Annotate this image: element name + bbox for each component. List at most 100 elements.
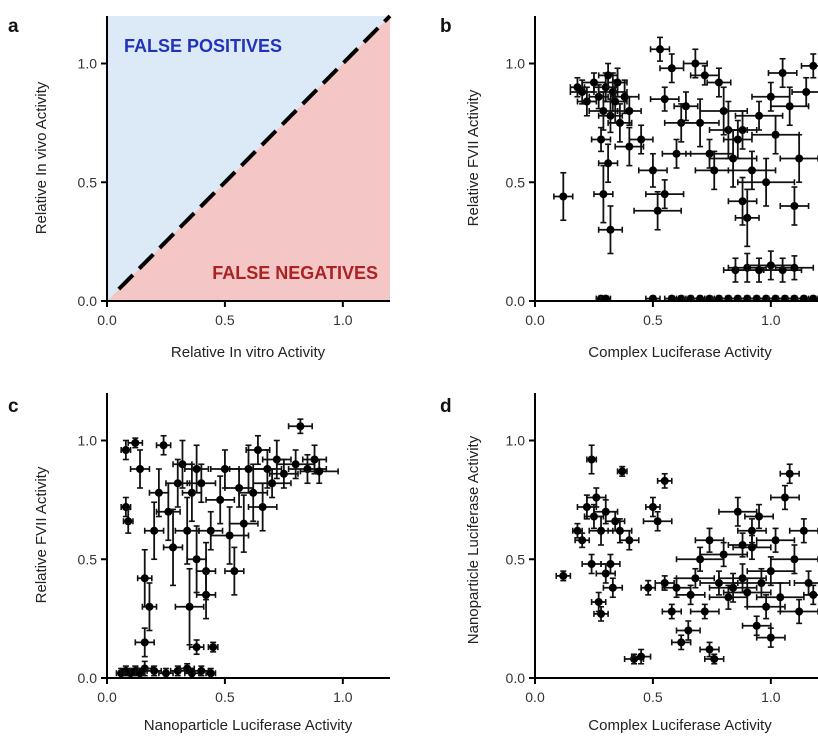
scatter-marker bbox=[738, 197, 747, 206]
data-point bbox=[675, 584, 706, 606]
data-point bbox=[708, 129, 758, 188]
data-point bbox=[699, 541, 749, 568]
data-point bbox=[642, 510, 673, 532]
data-point bbox=[685, 138, 734, 169]
scatter-marker bbox=[686, 590, 695, 599]
x-tick-label: 1.0 bbox=[333, 689, 353, 705]
scatter-marker bbox=[615, 526, 624, 535]
false-positives-label: FALSE POSITIVES bbox=[124, 36, 282, 56]
scatter-marker bbox=[140, 638, 149, 647]
scatter-marker bbox=[559, 571, 568, 580]
scatter-marker bbox=[161, 669, 170, 678]
data-point bbox=[195, 570, 217, 620]
scatter-marker bbox=[738, 126, 747, 134]
scatter-marker bbox=[173, 479, 182, 488]
data-point bbox=[630, 648, 652, 665]
scatter-marker bbox=[738, 541, 747, 549]
panel-a-x-axis-label: Relative In vitro Activity bbox=[171, 344, 326, 361]
scatter-marker bbox=[599, 107, 608, 115]
scatter-marker bbox=[700, 607, 709, 616]
scatter-marker bbox=[249, 488, 258, 497]
scatter-marker bbox=[597, 526, 606, 535]
data-point bbox=[645, 496, 661, 518]
scatter-marker bbox=[766, 567, 775, 576]
scatter-marker bbox=[582, 503, 591, 511]
data-point bbox=[581, 553, 602, 575]
scatter-marker bbox=[696, 294, 705, 301]
scatter-marker bbox=[601, 569, 610, 578]
scatter-marker bbox=[691, 574, 700, 583]
scatter-marker bbox=[729, 583, 738, 592]
data-point bbox=[741, 615, 772, 637]
scatter-marker bbox=[672, 149, 681, 158]
data-point bbox=[120, 496, 132, 518]
data-point bbox=[682, 48, 708, 79]
panel-label-a: a bbox=[8, 16, 19, 37]
y-tick-label: 0.5 bbox=[506, 551, 526, 567]
data-point bbox=[675, 620, 701, 641]
scatter-marker bbox=[790, 202, 799, 210]
scatter-marker bbox=[771, 536, 780, 545]
scatter-marker bbox=[799, 294, 808, 301]
y-tick-label: 0.0 bbox=[506, 670, 526, 686]
data-point bbox=[718, 496, 758, 527]
data-point bbox=[737, 157, 796, 207]
data-point bbox=[788, 518, 818, 544]
data-point bbox=[755, 527, 796, 553]
data-point bbox=[779, 463, 800, 485]
scatter-marker bbox=[700, 71, 709, 80]
data-point bbox=[165, 458, 191, 508]
data-point bbox=[703, 653, 725, 665]
scatter-marker bbox=[216, 495, 225, 504]
x-tick-label: 1.0 bbox=[333, 312, 353, 328]
scatter-marker bbox=[776, 593, 785, 602]
data-point bbox=[656, 472, 673, 489]
scatter-marker bbox=[625, 536, 634, 545]
data-point bbox=[609, 79, 640, 115]
data-point bbox=[744, 503, 774, 530]
data-point bbox=[718, 563, 767, 594]
x-tick-label: 0.5 bbox=[215, 689, 235, 705]
scatter-marker bbox=[790, 555, 799, 564]
scatter-marker bbox=[601, 507, 610, 516]
scatter-marker bbox=[802, 88, 811, 96]
data-point bbox=[574, 532, 591, 549]
y-tick-label: 0.0 bbox=[506, 293, 526, 309]
data-point bbox=[727, 532, 758, 558]
data-point bbox=[708, 584, 749, 610]
scatter-marker bbox=[637, 652, 646, 661]
data-point bbox=[680, 98, 720, 148]
data-point bbox=[661, 603, 683, 620]
scatter-marker bbox=[637, 135, 646, 144]
data-point bbox=[228, 494, 259, 553]
data-point bbox=[593, 164, 614, 224]
data-point bbox=[193, 665, 210, 677]
scatter-marker bbox=[187, 488, 196, 497]
scatter-marker bbox=[594, 92, 603, 101]
data-point bbox=[616, 465, 628, 477]
data-point bbox=[800, 53, 818, 79]
data-point bbox=[184, 444, 210, 494]
scatter-marker bbox=[762, 602, 771, 611]
x-tick-label: 0.0 bbox=[97, 689, 117, 705]
data-point bbox=[774, 255, 815, 281]
scatter-marker bbox=[648, 166, 657, 175]
y-tick-label: 1.0 bbox=[506, 56, 526, 72]
scatter-marker bbox=[169, 543, 178, 552]
data-point bbox=[571, 522, 583, 539]
data-point bbox=[791, 76, 818, 108]
panel-b-chart: 0.0 0.5 1.0 0.0 0.5 1.0 Complex Luciferase Ac… bbox=[465, 16, 818, 361]
scatter-marker bbox=[268, 479, 277, 488]
scatter-marker bbox=[197, 666, 206, 675]
scatter-marker bbox=[258, 503, 267, 511]
scatter-marker bbox=[310, 455, 319, 464]
data-point bbox=[586, 444, 598, 475]
data-point bbox=[287, 418, 313, 435]
scatter-marker bbox=[681, 102, 690, 111]
scatter-marker bbox=[780, 493, 789, 502]
scatter-marker bbox=[618, 467, 627, 476]
data-point bbox=[661, 138, 692, 169]
scatter-marker bbox=[154, 488, 163, 497]
panel-b-y-axis-label: Relative FVII Activity bbox=[465, 89, 482, 226]
scatter-marker bbox=[608, 583, 617, 592]
